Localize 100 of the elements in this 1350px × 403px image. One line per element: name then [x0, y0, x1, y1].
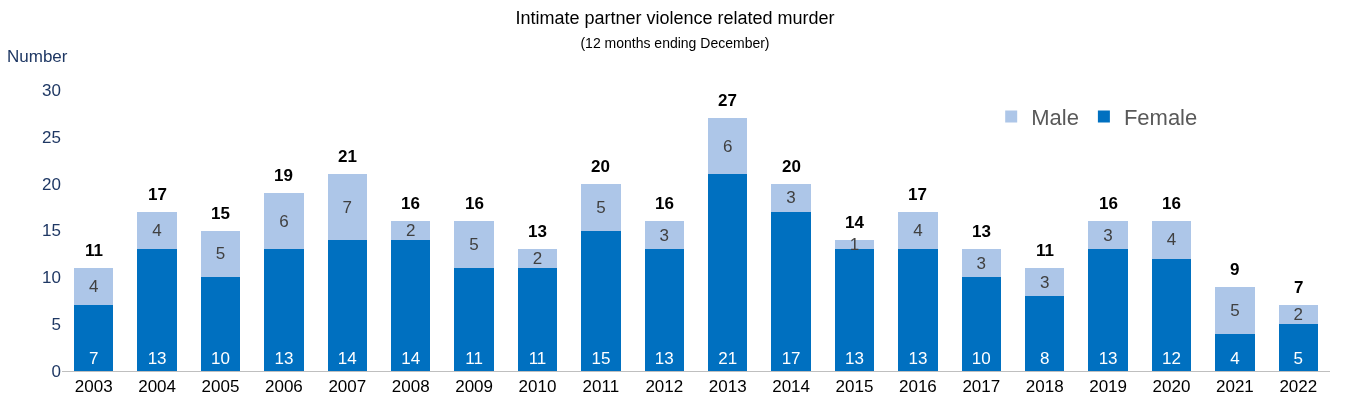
y-tick-label: 10 [42, 268, 61, 288]
bar [454, 221, 494, 268]
total-label: 17 [908, 185, 927, 204]
x-tick-label: 2015 [835, 377, 874, 397]
total-label: 16 [655, 194, 674, 213]
y-tick-label: 5 [51, 315, 61, 335]
data-label: 6 [722, 136, 733, 156]
bar [264, 193, 304, 250]
total-label: 20 [782, 157, 801, 176]
bar [961, 249, 1001, 278]
data-label: 8 [1039, 349, 1050, 368]
x-tick-label: 2016 [898, 377, 937, 397]
data-label: 7 [342, 197, 353, 217]
bar [1088, 249, 1128, 371]
bar [581, 230, 621, 371]
data-label: 5 [469, 235, 479, 255]
x-tick-label: 2004 [138, 377, 177, 397]
bar [644, 221, 684, 250]
data-label: 4 [913, 221, 923, 240]
bar [581, 183, 621, 231]
x-tick-label: 2008 [391, 377, 430, 397]
data-label: 13 [147, 349, 167, 368]
bar [1151, 258, 1192, 371]
data-label: 7 [88, 349, 99, 368]
total-label: 11 [85, 241, 103, 260]
x-tick-label: 2013 [708, 377, 747, 397]
data-label: 15 [591, 349, 611, 368]
total-label: 15 [211, 204, 230, 223]
data-label: 10 [971, 349, 991, 368]
bar [137, 211, 177, 250]
x-tick-label: 2003 [74, 377, 113, 397]
total-label: 7 [1294, 278, 1304, 297]
data-label: 2 [532, 249, 543, 269]
data-label: 13 [1098, 349, 1118, 368]
x-tick-label: 2005 [201, 377, 240, 397]
data-label: 5 [1230, 300, 1240, 320]
x-tick-label: 2019 [1089, 377, 1128, 397]
bar [961, 277, 1001, 371]
data-label: 4 [152, 221, 162, 240]
total-label: 20 [591, 157, 610, 176]
total-label: 14 [845, 213, 865, 232]
bar [327, 239, 367, 371]
chart-subtitle: (12 months ending December) [580, 34, 770, 51]
data-label: 3 [786, 188, 796, 208]
total-label: 16 [1162, 194, 1181, 213]
x-tick-label: 2017 [962, 377, 1001, 397]
bar [708, 118, 748, 175]
bar [391, 221, 431, 240]
data-label: 13 [845, 349, 864, 368]
bar [771, 183, 811, 212]
data-label: 3 [1103, 225, 1113, 245]
total-label: 11 [1036, 241, 1054, 260]
bar [898, 249, 938, 371]
total-label: 16 [465, 194, 484, 213]
data-label: 12 [1162, 349, 1181, 368]
bar [137, 249, 177, 371]
data-label: 6 [279, 211, 289, 231]
y-tick-label: 15 [42, 221, 61, 241]
bar [1215, 286, 1255, 334]
data-label: 5 [596, 197, 606, 217]
bar [200, 230, 241, 278]
total-label: 17 [148, 185, 167, 204]
data-label: 5 [1293, 349, 1304, 368]
total-label: 9 [1230, 260, 1240, 279]
x-tick-label: 2011 [582, 377, 620, 397]
total-label: 27 [718, 91, 737, 110]
y-tick-label: 30 [42, 80, 61, 100]
bar [1278, 324, 1318, 371]
data-label: 11 [528, 349, 547, 368]
data-label: 4 [88, 277, 99, 297]
total-label: 19 [274, 166, 293, 185]
total-label: 16 [401, 194, 420, 213]
bar [771, 211, 811, 371]
bar [264, 249, 304, 371]
legend-label: Male [1031, 105, 1079, 130]
data-label: 13 [908, 349, 928, 368]
total-label: 16 [1099, 194, 1118, 213]
data-label: 21 [718, 349, 738, 368]
data-label: 3 [659, 225, 670, 245]
x-tick-label: 2014 [772, 377, 811, 397]
legend-label: Female [1123, 105, 1198, 130]
x-tick-label: 2020 [1152, 377, 1191, 397]
x-tick-label: 2012 [645, 377, 684, 397]
data-label: 3 [976, 253, 987, 273]
bar [391, 239, 431, 371]
bar [327, 174, 367, 240]
y-tick-label: 25 [42, 127, 61, 147]
data-label: 14 [337, 349, 357, 368]
data-label: 11 [465, 349, 483, 368]
data-label: 4 [1166, 230, 1177, 250]
data-label: 5 [215, 244, 226, 264]
total-label: 13 [972, 222, 991, 241]
bar [1088, 221, 1128, 250]
total-label: 21 [338, 147, 357, 166]
total-label: 13 [528, 222, 547, 241]
x-tick-label: 2006 [264, 377, 303, 397]
bar [708, 174, 748, 371]
y-tick-label: 0 [51, 361, 61, 381]
x-tick-label: 2022 [1279, 377, 1318, 397]
bar [1025, 296, 1065, 371]
